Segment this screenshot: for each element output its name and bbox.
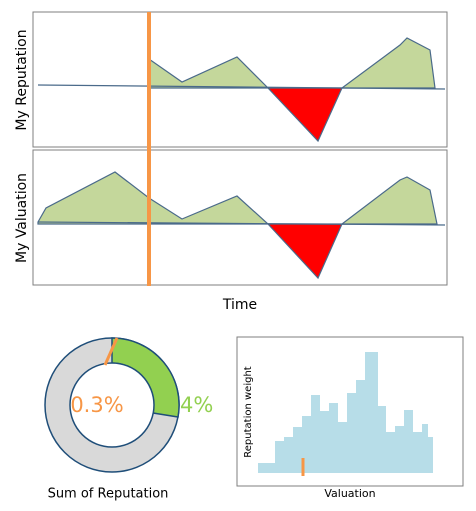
y-label: Reputation weight (243, 366, 254, 458)
histogram-bars (258, 352, 433, 473)
donut-marker (103, 337, 119, 366)
caption: Sum of Reputation (48, 487, 169, 502)
gain-area (37, 171, 270, 225)
center-label: 0.3% (70, 393, 123, 417)
y-label: My Reputation (14, 29, 30, 130)
donut-hole (69, 362, 155, 448)
x-label: Valuation (324, 487, 375, 500)
gain-area (340, 176, 438, 225)
side-label: 24% (167, 393, 214, 417)
x-label: Time (222, 297, 257, 313)
baseline (37, 84, 446, 90)
baseline (37, 221, 446, 226)
gain-area (340, 37, 436, 89)
y-label: My Valuation (14, 173, 30, 263)
